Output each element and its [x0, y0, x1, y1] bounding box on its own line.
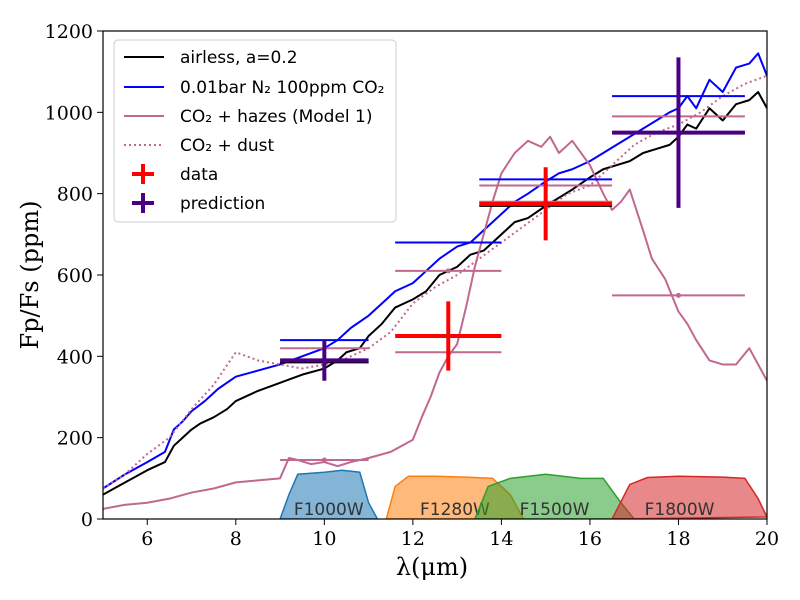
y-tick-label: 800 [57, 184, 93, 206]
x-tick-label: 8 [230, 528, 242, 550]
filter-label-f1800w: F1800W [645, 500, 715, 520]
y-tick-label: 200 [57, 428, 93, 450]
x-axis-title: λ(μm) [396, 553, 468, 581]
band-dot-0 [321, 457, 327, 463]
filter-band-f1800w [611, 475, 767, 519]
y-axis-title: Fp/Fs (ppm) [16, 201, 44, 350]
prediction-errorbar-2 [280, 340, 369, 381]
legend-label-dust: CO₂ + dust [180, 136, 275, 156]
legend-label-hazes: CO₂ + hazes (Model 1) [180, 107, 372, 127]
series-line-2 [103, 135, 767, 510]
filter-label-f1500w: F1500W [520, 500, 590, 520]
prediction-errorbar-3 [612, 57, 745, 208]
legend-label-airless: airless, a=0.2 [180, 48, 298, 68]
legend-swatch-data [132, 164, 154, 184]
x-tick-label: 6 [141, 528, 153, 550]
data-errorbar-0 [395, 301, 502, 371]
legend: airless, a=0.2 0.01bar N₂ 100ppm CO₂ CO₂… [113, 39, 397, 223]
y-tick-label: 400 [57, 346, 93, 368]
x-tick-label: 12 [401, 528, 425, 550]
x-tick-label: 10 [312, 528, 336, 550]
series-line-3 [103, 74, 767, 490]
band-dot-1 [445, 268, 451, 274]
y-tick-label: 1000 [45, 102, 93, 124]
x-tick-label: 18 [666, 528, 690, 550]
legend-box [113, 39, 397, 223]
axes [97, 30, 768, 525]
data-errorbar-1 [479, 167, 613, 241]
filter-band-f1000w [279, 469, 379, 519]
y-tick-label: 1200 [45, 21, 93, 43]
legend-label-data: data [180, 165, 218, 185]
x-tick-label: 20 [755, 528, 779, 550]
filter-label-f1000w: F1000W [294, 500, 364, 520]
x-tick-label: 14 [489, 528, 513, 550]
x-tick-label: 16 [578, 528, 602, 550]
band-dot-3 [675, 292, 681, 298]
legend-label-n2: 0.01bar N₂ 100ppm CO₂ [180, 78, 384, 98]
legend-swatch-prediction [132, 193, 154, 213]
filter-label-f1280w: F1280W [420, 500, 490, 520]
legend-label-prediction: prediction [180, 194, 265, 214]
y-tick-label: 600 [57, 265, 93, 287]
filter-bands: F1000W F1280W F1500W F1800W [279, 469, 767, 520]
errorbars [280, 57, 745, 381]
y-tick-label: 0 [81, 509, 93, 531]
